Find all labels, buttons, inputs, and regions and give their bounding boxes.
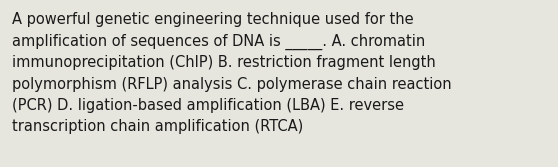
Text: (PCR) D. ligation-based amplification (LBA) E. reverse: (PCR) D. ligation-based amplification (L… [12,98,404,113]
Text: amplification of sequences of DNA is _____. A. chromatin: amplification of sequences of DNA is ___… [12,34,425,50]
Text: A powerful genetic engineering technique used for the: A powerful genetic engineering technique… [12,12,413,27]
Text: immunoprecipitation (ChIP) B. restriction fragment length: immunoprecipitation (ChIP) B. restrictio… [12,55,436,70]
Text: polymorphism (RFLP) analysis C. polymerase chain reaction: polymorphism (RFLP) analysis C. polymera… [12,76,451,92]
Text: transcription chain amplification (RTCA): transcription chain amplification (RTCA) [12,120,303,134]
